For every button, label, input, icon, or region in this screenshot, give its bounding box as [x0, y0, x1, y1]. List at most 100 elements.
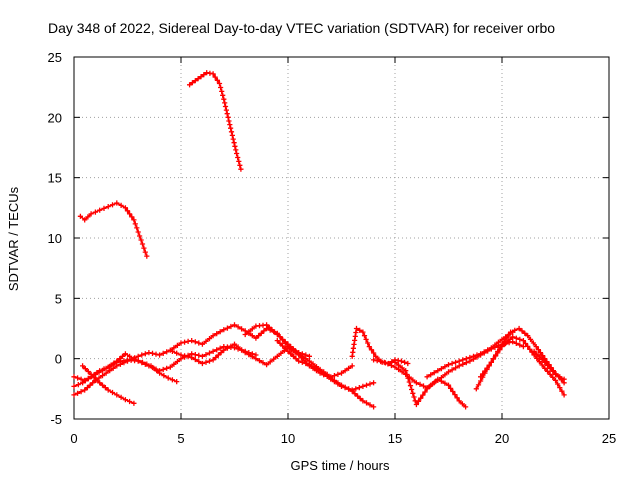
y-axis-label: SDTVAR / TECUs	[6, 186, 21, 291]
data-point	[459, 401, 465, 407]
x-tick-label: 20	[495, 431, 509, 446]
data-point	[282, 346, 288, 352]
data-point	[231, 341, 238, 347]
data-point	[547, 365, 553, 371]
data-point	[363, 382, 370, 388]
data-point	[453, 365, 459, 371]
grid-lines	[74, 57, 609, 419]
data-point	[85, 375, 91, 381]
data-point	[306, 353, 312, 359]
data-point	[206, 350, 213, 356]
data-point	[99, 382, 106, 388]
data-point	[415, 398, 422, 404]
data-point	[431, 370, 437, 376]
data-point	[161, 373, 167, 379]
data-point	[517, 336, 523, 342]
data-point	[146, 350, 152, 356]
data-point	[139, 241, 146, 247]
data-point	[367, 402, 373, 408]
data-point	[435, 376, 441, 382]
data-point	[352, 391, 358, 397]
x-tick-label: 25	[602, 431, 616, 446]
data-point	[544, 362, 551, 368]
data-point	[361, 333, 368, 339]
data-point	[456, 363, 462, 369]
y-tick-label: 10	[48, 231, 62, 246]
data-point	[293, 356, 299, 362]
data-point	[228, 343, 234, 349]
data-point	[449, 367, 455, 373]
data-point	[353, 325, 360, 332]
x-tick-labels: 0 5 10 15 20 25	[70, 431, 616, 446]
data-point	[167, 364, 173, 370]
data-point	[129, 214, 135, 220]
data-point	[85, 214, 91, 220]
data-point	[210, 71, 216, 77]
data-point	[228, 129, 235, 135]
data-point	[218, 84, 224, 91]
data-point	[410, 377, 416, 383]
data-point	[277, 340, 283, 346]
data-point	[231, 140, 237, 146]
series-line	[171, 343, 375, 408]
data-point	[406, 379, 412, 385]
data-point	[507, 336, 513, 342]
data-point	[157, 368, 163, 374]
x-tick-label: 15	[388, 431, 402, 446]
data-point	[366, 344, 372, 350]
data-point	[228, 323, 234, 330]
data-point	[221, 327, 227, 333]
data-point	[171, 345, 177, 351]
data-point	[92, 209, 98, 215]
data-point	[82, 377, 88, 383]
data-point	[169, 348, 175, 354]
data-point	[226, 118, 232, 124]
data-point	[422, 389, 428, 395]
data-point	[214, 347, 220, 353]
data-point	[516, 325, 522, 332]
data-point	[71, 374, 77, 380]
data-point	[264, 362, 270, 368]
data-point	[442, 372, 448, 378]
data-point	[527, 336, 534, 342]
y-tick-label: 15	[48, 171, 62, 186]
data-point	[235, 344, 241, 350]
data-point	[185, 354, 191, 360]
data-point	[192, 78, 198, 84]
data-point	[492, 342, 498, 348]
data-point	[256, 358, 263, 364]
data-point	[411, 394, 417, 400]
data-point	[402, 359, 408, 365]
data-point	[94, 377, 100, 383]
data-point	[164, 365, 170, 371]
data-point	[189, 80, 195, 86]
data-point	[544, 368, 551, 374]
data-point	[87, 382, 93, 388]
data-point	[513, 335, 519, 341]
data-point	[258, 330, 264, 336]
series-line	[188, 71, 242, 170]
data-point	[557, 385, 563, 391]
data-point	[485, 347, 491, 353]
data-point	[536, 359, 542, 365]
data-point	[230, 136, 236, 142]
data-point	[342, 385, 348, 391]
data-point	[525, 333, 531, 339]
data-point	[277, 334, 283, 340]
data-point	[256, 333, 262, 339]
data-point	[232, 143, 238, 149]
data-point	[96, 369, 102, 375]
data-point	[278, 350, 284, 356]
data-point	[109, 389, 116, 396]
data-point	[399, 365, 405, 371]
data-point	[495, 339, 501, 345]
data-point	[404, 371, 410, 378]
data-point	[385, 361, 391, 367]
data-point	[219, 88, 225, 94]
data-point	[246, 352, 252, 358]
data-point	[374, 358, 380, 364]
data-point	[467, 354, 473, 361]
data-point	[101, 205, 107, 211]
data-point	[131, 217, 137, 223]
data-point	[482, 368, 488, 374]
